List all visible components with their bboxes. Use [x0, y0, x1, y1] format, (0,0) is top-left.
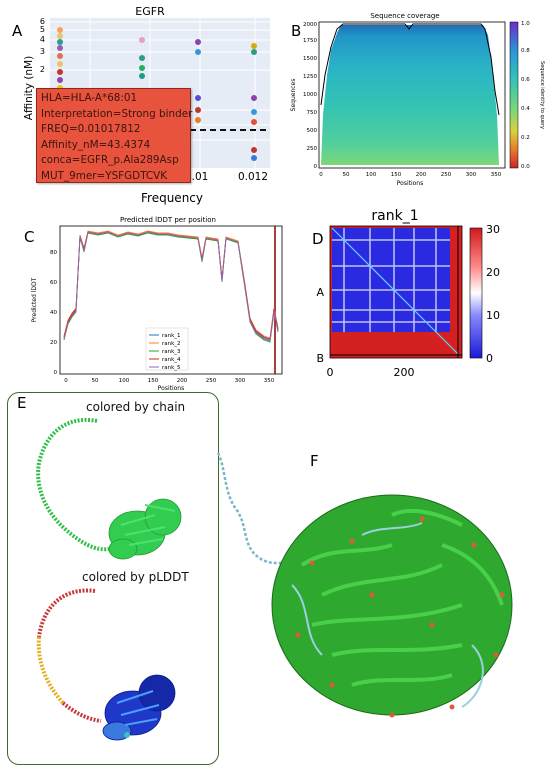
tooltip-hla: HLA=HLA-A*68:01 [41, 92, 138, 104]
panel-c-xtick-7: 350 [264, 378, 275, 384]
panel-a-ytick-2: 2 [40, 65, 45, 74]
panel-d-cbar-0: 0 [486, 352, 493, 365]
panel-c-legend: rank_1 rank_2 rank_3 rank_4 rank_5 [145, 327, 189, 371]
panel-letter-b: B [291, 22, 302, 40]
panel-e-caption-chain: colored by chain [86, 400, 186, 414]
panel-a-xtick-1: .01 [192, 171, 209, 183]
panel-d-pae: rank_1 A B 0 200 0 10 20 30 [316, 208, 500, 379]
panel-c-lines [63, 230, 279, 343]
panel-c-title: Predicted lDDT per position [120, 216, 216, 224]
panel-b-cbar-0: 0.0 [521, 164, 530, 170]
structure-colored-by-chain [36, 417, 182, 560]
panel-b-cbar-1: 0.2 [521, 135, 530, 141]
panel-b-xlabel: Positions [397, 180, 424, 187]
panel-b-xtick-2: 100 [366, 172, 377, 178]
panel-b-xtick-7: 350 [491, 172, 502, 178]
panel-d-cbar-20: 20 [486, 266, 500, 279]
legend-rank-4: rank_4 [162, 357, 181, 363]
panel-b-xtick-4: 200 [416, 172, 427, 178]
panel-b-xtick-0: 0 [319, 172, 323, 178]
panel-c-xtick-5: 250 [206, 378, 217, 384]
panel-letter-f: F [310, 452, 319, 470]
panel-a-xlabel: Frequency [141, 191, 203, 205]
panel-b-ytick-8: 2000 [303, 22, 317, 28]
panel-c-ytick-1: 20 [50, 340, 57, 346]
panel-a-ytick-4: 4 [40, 35, 45, 44]
legend-rank-2: rank_2 [162, 341, 181, 347]
panel-b-xtick-3: 150 [391, 172, 402, 178]
panel-b-cbar-2: 0.4 [521, 106, 530, 112]
panel-b-colorbar [509, 21, 519, 169]
panel-c-ytick-4: 80 [50, 250, 57, 256]
tooltip-interpretation: Interpretation=Strong binder [41, 107, 193, 120]
panel-b-ytick-1: 250 [307, 146, 318, 152]
panel-d-cbar-10: 10 [486, 309, 500, 322]
panel-f-structure [216, 452, 513, 718]
panel-b-ytick-6: 1500 [303, 56, 317, 62]
panel-c-plddt: Predicted lDDT per position 0 20 40 60 8… [31, 216, 283, 392]
panel-a-ylabel: Affinity (nM) [23, 56, 35, 120]
panel-c-xtick-6: 300 [235, 378, 246, 384]
panel-letter-a: A [12, 22, 23, 40]
panel-d-xtick-200: 200 [394, 366, 415, 379]
legend-rank-3: rank_3 [162, 349, 181, 355]
panel-c-ylabel: Predicted lDDT [31, 277, 38, 322]
panel-c-xtick-1: 50 [92, 378, 99, 384]
panel-b-coverage: Sequence coverage 0 250 500 750 1000 125… [290, 12, 545, 187]
panel-d-ylabel-b: B [316, 352, 324, 365]
panel-c-xtick-0: 0 [64, 378, 68, 384]
structure-colored-by-plddt [36, 588, 176, 741]
tooltip-conca: conca=EGFR_p.Ala289Asp [41, 154, 179, 166]
panel-b-coverage-area [321, 25, 499, 165]
panel-b-ytick-0: 0 [314, 164, 318, 170]
panel-d-heatmap [329, 225, 463, 359]
panel-d-xtick-0: 0 [327, 366, 334, 379]
panel-a-points [57, 27, 257, 161]
panel-letter-d: D [312, 230, 324, 248]
panel-d-ylabel-a: A [316, 286, 324, 299]
panel-a-ytick-3: 3 [40, 47, 45, 56]
panel-b-cbar-label: Sequence identity to query [539, 61, 545, 129]
tooltip-affinity: Affinity_nM=43.4374 [41, 138, 151, 151]
panel-b-cbar-4: 0.8 [521, 48, 530, 54]
panel-a-xtick-2: 0.012 [238, 171, 268, 183]
panel-d-title: rank_1 [371, 208, 418, 224]
panel-e-caption-plddt: colored by pLDDT [82, 570, 189, 584]
panel-b-ytick-2: 500 [307, 128, 318, 134]
panel-c-ytick-3: 60 [50, 280, 57, 286]
panel-a-hover-tooltip: HLA=HLA-A*68:01 Interpretation=Strong bi… [36, 88, 193, 183]
panel-b-xtick-1: 50 [343, 172, 350, 178]
tooltip-freq: FREQ=0.01017812 [41, 123, 141, 135]
panel-b-cbar-5: 1.0 [521, 21, 530, 27]
panel-c-xtick-3: 150 [148, 378, 159, 384]
panel-b-ytick-5: 1250 [303, 74, 317, 80]
panel-b-xtick-6: 300 [466, 172, 477, 178]
panel-b-cbar-3: 0.6 [521, 77, 530, 83]
panel-c-xtick-2: 100 [119, 378, 130, 384]
panel-b-ytick-4: 1000 [303, 92, 317, 98]
panel-b-coverage-line [320, 23, 500, 116]
panel-c-ytick-0: 0 [54, 370, 58, 376]
panel-b-xtick-5: 250 [441, 172, 452, 178]
legend-rank-5: rank_5 [162, 365, 181, 371]
panel-a-ytick-6: 6 [40, 17, 45, 26]
panel-b-ytick-3: 750 [307, 110, 318, 116]
legend-rank-1: rank_1 [162, 333, 181, 339]
panel-a-ytick-5: 5 [40, 25, 45, 34]
panel-letter-c: C [24, 228, 35, 246]
panel-b-ytick-7: 1750 [303, 38, 317, 44]
panel-a-title: EGFR [135, 5, 165, 18]
panel-b-ylabel: Sequences [290, 79, 297, 112]
panel-e-frame [7, 392, 219, 765]
panel-c-xtick-4: 200 [177, 378, 188, 384]
panel-c-xlabel: Positions [158, 385, 185, 392]
panel-d-cbar-30: 30 [486, 223, 500, 236]
panel-d-colorbar [469, 227, 483, 359]
tooltip-mut: MUT_9mer=YSFGDTCVK [41, 169, 168, 182]
panel-c-ytick-2: 40 [50, 310, 57, 316]
panel-b-title: Sequence coverage [370, 12, 439, 20]
panel-letter-e: E [17, 394, 27, 412]
